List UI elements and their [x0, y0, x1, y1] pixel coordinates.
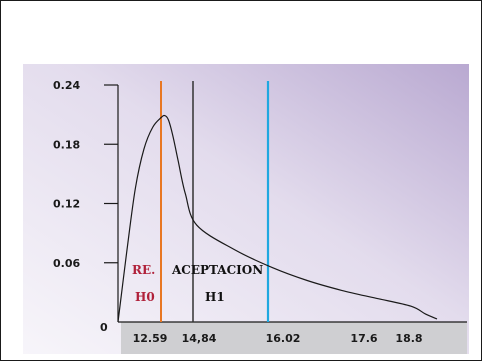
x-tick-label: 17.6: [350, 332, 377, 345]
y-tick-label: 0.18: [53, 138, 80, 151]
x-axis-band: [121, 322, 467, 354]
annotation-acceptance: ACEPTACION: [171, 263, 263, 277]
x-tick-label: 18.8: [395, 332, 422, 345]
y-tick-label: 0.24: [53, 79, 80, 92]
y-tick-label: 0.06: [53, 257, 80, 270]
series-curve: [117, 114, 438, 323]
annotation-h0: H0: [135, 290, 155, 304]
annotation-h1: H1: [205, 290, 225, 304]
plot-background: [23, 64, 469, 354]
x-axis-ticks: 12.59 14,84 16.02 17.6 18.8: [133, 332, 423, 345]
annotation-rejection: RE.: [132, 263, 155, 277]
reference-lines: [160, 81, 270, 322]
y-axis-ticks: 0.24 0.18 0.12 0.06: [53, 79, 118, 270]
origin-label: 0: [100, 321, 108, 334]
x-tick-label: 12.59: [133, 332, 168, 345]
y-tick-label: 0.12: [53, 198, 80, 211]
x-tick-label: 16.02: [266, 332, 301, 345]
x-tick-label: 14,84: [182, 332, 217, 345]
